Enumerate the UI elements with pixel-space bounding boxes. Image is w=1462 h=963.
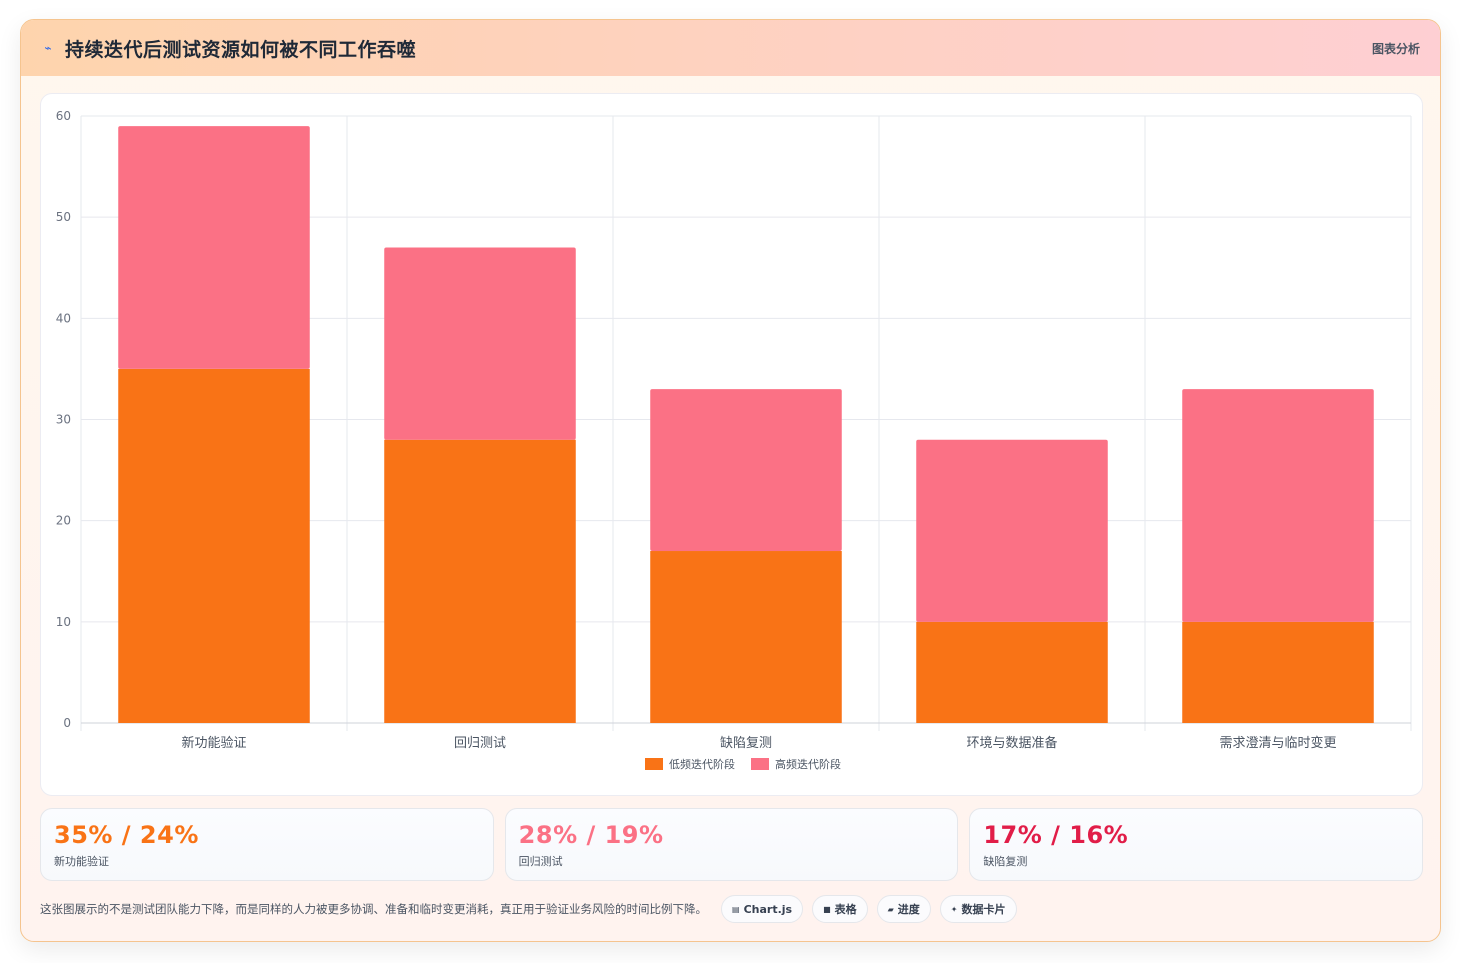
stat-card-1: 35% / 24% 新功能验证 [40,808,494,881]
y-tick-label: 30 [56,413,71,427]
chart-analysis-link[interactable]: 图表分析 [1371,41,1420,56]
chip-label: Chart.js [743,902,793,916]
x-tick-label: 缺陷复测 [720,736,772,751]
footer: 这张图展示的不是测试团队能力下降，而是同样的人力被更多协调、准备和临时变更消耗，… [40,894,1423,924]
legend-label: 低频迭代阶段 [669,757,735,771]
chip-progress[interactable]: ▰ 进度 [876,895,931,923]
bar-segment [650,551,842,723]
stat-value: 28% / 19% [518,821,664,849]
stat-card-3: 17% / 16% 缺陷复测 [969,808,1424,881]
table-icon: ■ [823,904,831,914]
stat-value: 17% / 16% [983,821,1129,849]
bar-segment [118,368,310,723]
legend-label: 高频迭代阶段 [775,757,841,771]
x-tick-label: 环境与数据准备 [966,735,1057,751]
stat-card-2: 28% / 19% 回归测试 [504,808,959,881]
dashboard-card: ⌁ 持续迭代后测试资源如何被不同工作吞噬 图表分析 0 10 20 30 40 50 60 新… [20,19,1441,942]
bar-segment [384,439,576,723]
x-tick-label: 回归测试 [454,736,506,751]
chip-label: 表格 [834,903,857,916]
bar-segment [650,389,842,552]
y-tick-label: 50 [56,210,71,224]
y-tick-label: 20 [56,514,71,528]
bar-segment [916,621,1108,723]
title-group: ⌁ 持续迭代后测试资源如何被不同工作吞噬 [41,35,416,62]
stat-value: 35% / 24% [54,821,199,849]
stat-label: 缺陷复测 [983,855,1028,868]
legend-swatch [645,758,663,770]
card-header: ⌁ 持续迭代后测试资源如何被不同工作吞噬 图表分析 [21,20,1440,76]
x-tick-label: 新功能验证 [181,735,246,751]
sparkle-icon: ✦ [950,904,958,914]
chip-label: 数据卡片 [961,903,1006,916]
chip-label: 进度 [897,903,920,916]
chart-icon: ▤ [732,904,740,914]
stat-label: 回归测试 [518,855,563,868]
trend-icon: ⌁ [44,41,52,55]
bar-segment [384,247,576,440]
bar-segment [1182,621,1374,723]
stat-label: 新功能验证 [54,855,109,868]
y-tick-label: 60 [56,109,71,123]
bar-segment [118,126,310,369]
progress-icon: ▰ [887,904,894,914]
chart-panel: 0 10 20 30 40 50 60 新功能验证 回归测试 缺陷复测 环境与数据准备 需求澄清与临时… [40,93,1423,796]
bar-segment [916,439,1108,622]
footer-note: 这张图展示的不是测试团队能力下降，而是同样的人力被更多协调、准备和临时变更消耗，… [40,902,707,916]
bar-segment [1182,389,1374,622]
legend-swatch [751,758,769,770]
x-tick-label: 需求澄清与临时变更 [1219,735,1336,751]
stat-cards: 35% / 24% 新功能验证 28% / 19% 回归测试 17% / 16%… [40,808,1424,881]
y-tick-label: 40 [56,311,71,325]
y-tick-label: 10 [56,615,71,629]
stacked-bar-chart: 0 10 20 30 40 50 60 新功能验证 回归测试 缺陷复测 环境与数据准备 需求澄清与临时… [56,109,1412,771]
y-tick-label: 0 [63,716,71,730]
chip-chartjs[interactable]: ▤ Chart.js [721,895,804,923]
page-title: 持续迭代后测试资源如何被不同工作吞噬 [65,38,417,61]
chip-data-card[interactable]: ✦ 数据卡片 [939,895,1017,923]
chip-table[interactable]: ■ 表格 [812,895,868,923]
